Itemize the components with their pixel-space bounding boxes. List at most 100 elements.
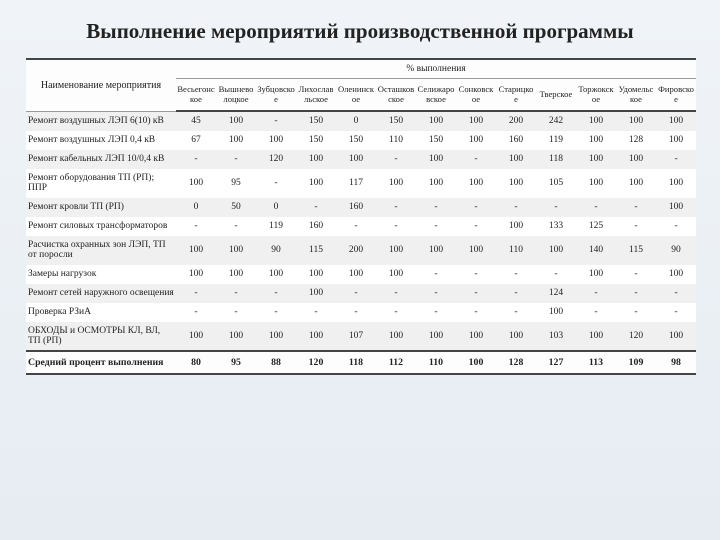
cell-value: - bbox=[216, 217, 256, 236]
cell-value: 125 bbox=[576, 217, 616, 236]
cell-value: - bbox=[656, 217, 696, 236]
column-header: Весьегонское bbox=[176, 79, 216, 111]
cell-value: 120 bbox=[616, 322, 656, 352]
cell-value: 150 bbox=[296, 131, 336, 150]
cell-value: 0 bbox=[176, 198, 216, 217]
cell-value: 119 bbox=[536, 131, 576, 150]
cell-value: 100 bbox=[656, 198, 696, 217]
cell-value: 100 bbox=[416, 236, 456, 265]
table-footer-row: Средний процент выполнения80958812011811… bbox=[26, 351, 696, 374]
cell-value: 100 bbox=[656, 111, 696, 131]
cell-value: 100 bbox=[656, 169, 696, 198]
cell-value: - bbox=[376, 217, 416, 236]
cell-value: - bbox=[416, 217, 456, 236]
row-name: Ремонт сетей наружного освещения bbox=[26, 284, 176, 303]
cell-value: 100 bbox=[576, 150, 616, 169]
cell-value: 105 bbox=[536, 169, 576, 198]
cell-value: - bbox=[416, 303, 456, 322]
cell-value: - bbox=[496, 303, 536, 322]
cell-value: 160 bbox=[296, 217, 336, 236]
cell-value: 100 bbox=[256, 322, 296, 352]
cell-value: - bbox=[496, 284, 536, 303]
cell-value: - bbox=[536, 265, 576, 284]
row-name: Ремонт кровли ТП (РП) bbox=[26, 198, 176, 217]
cell-value: 100 bbox=[216, 265, 256, 284]
cell-value: - bbox=[616, 284, 656, 303]
footer-value: 118 bbox=[336, 351, 376, 374]
cell-value: 100 bbox=[616, 169, 656, 198]
cell-value: 90 bbox=[656, 236, 696, 265]
cell-value: - bbox=[416, 198, 456, 217]
cell-value: 100 bbox=[576, 322, 616, 352]
cell-value: 100 bbox=[256, 131, 296, 150]
cell-value: - bbox=[456, 265, 496, 284]
footer-value: 109 bbox=[616, 351, 656, 374]
cell-value: 0 bbox=[256, 198, 296, 217]
cell-value: 100 bbox=[216, 111, 256, 131]
table-row: Замеры нагрузок100100100100100100----100… bbox=[26, 265, 696, 284]
cell-value: 110 bbox=[376, 131, 416, 150]
cell-value: - bbox=[456, 198, 496, 217]
cell-value: - bbox=[296, 303, 336, 322]
cell-value: 100 bbox=[296, 150, 336, 169]
footer-value: 120 bbox=[296, 351, 336, 374]
cell-value: - bbox=[616, 217, 656, 236]
column-header: Сонковское bbox=[456, 79, 496, 111]
table-row: Ремонт кровли ТП (РП)0500-160-------100 bbox=[26, 198, 696, 217]
cell-value: - bbox=[336, 284, 376, 303]
cell-value: - bbox=[456, 217, 496, 236]
header-name-col: Наименование мероприятия bbox=[26, 59, 176, 111]
cell-value: 95 bbox=[216, 169, 256, 198]
footer-value: 95 bbox=[216, 351, 256, 374]
cell-value: - bbox=[336, 303, 376, 322]
row-name: Ремонт воздушных ЛЭП 6(10) кВ bbox=[26, 111, 176, 131]
cell-value: 100 bbox=[216, 236, 256, 265]
cell-value: 45 bbox=[176, 111, 216, 131]
footer-value: 113 bbox=[576, 351, 616, 374]
cell-value: 100 bbox=[456, 131, 496, 150]
cell-value: - bbox=[456, 150, 496, 169]
cell-value: 100 bbox=[456, 322, 496, 352]
cell-value: 242 bbox=[536, 111, 576, 131]
cell-value: 100 bbox=[576, 265, 616, 284]
cell-value: 200 bbox=[496, 111, 536, 131]
cell-value: - bbox=[656, 284, 696, 303]
cell-value: 100 bbox=[296, 265, 336, 284]
cell-value: 160 bbox=[496, 131, 536, 150]
cell-value: - bbox=[616, 303, 656, 322]
cell-value: - bbox=[256, 111, 296, 131]
cell-value: 150 bbox=[296, 111, 336, 131]
cell-value: - bbox=[376, 284, 416, 303]
cell-value: 100 bbox=[456, 169, 496, 198]
cell-value: 100 bbox=[216, 131, 256, 150]
cell-value: - bbox=[456, 284, 496, 303]
cell-value: - bbox=[416, 265, 456, 284]
footer-value: 128 bbox=[496, 351, 536, 374]
row-name: Ремонт оборудования ТП (РП); ППР bbox=[26, 169, 176, 198]
footer-value: 110 bbox=[416, 351, 456, 374]
cell-value: 100 bbox=[656, 265, 696, 284]
cell-value: 100 bbox=[296, 322, 336, 352]
cell-value: 100 bbox=[656, 131, 696, 150]
cell-value: - bbox=[456, 303, 496, 322]
cell-value: 50 bbox=[216, 198, 256, 217]
cell-value: - bbox=[656, 150, 696, 169]
cell-value: 100 bbox=[576, 111, 616, 131]
footer-value: 100 bbox=[456, 351, 496, 374]
cell-value: 100 bbox=[416, 169, 456, 198]
cell-value: - bbox=[576, 198, 616, 217]
cell-value: 100 bbox=[376, 169, 416, 198]
cell-value: - bbox=[576, 303, 616, 322]
table-row: Ремонт сетей наружного освещения---100--… bbox=[26, 284, 696, 303]
cell-value: - bbox=[376, 303, 416, 322]
cell-value: 100 bbox=[416, 111, 456, 131]
cell-value: 100 bbox=[376, 322, 416, 352]
cell-value: 100 bbox=[536, 236, 576, 265]
cell-value: - bbox=[216, 303, 256, 322]
column-header: Зубцовское bbox=[256, 79, 296, 111]
cell-value: 100 bbox=[176, 322, 216, 352]
cell-value: 117 bbox=[336, 169, 376, 198]
cell-value: 118 bbox=[536, 150, 576, 169]
cell-value: 115 bbox=[296, 236, 336, 265]
column-header: Вышневолоцкое bbox=[216, 79, 256, 111]
